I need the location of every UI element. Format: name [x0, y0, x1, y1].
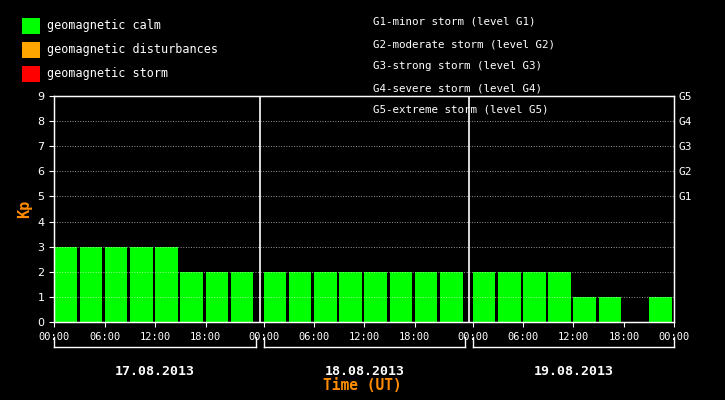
Bar [105, 247, 128, 322]
Bar [231, 272, 254, 322]
Text: G3-strong storm (level G3): G3-strong storm (level G3) [373, 61, 542, 71]
Bar [80, 247, 102, 322]
Text: G2-moderate storm (level G2): G2-moderate storm (level G2) [373, 39, 555, 49]
Bar [523, 272, 546, 322]
Bar [206, 272, 228, 322]
Bar [365, 272, 387, 322]
Text: G5-extreme storm (level G5): G5-extreme storm (level G5) [373, 105, 549, 115]
Bar [155, 247, 178, 322]
Bar [314, 272, 336, 322]
Text: 18.08.2013: 18.08.2013 [324, 365, 405, 378]
Text: geomagnetic storm: geomagnetic storm [47, 68, 168, 80]
Text: 17.08.2013: 17.08.2013 [115, 365, 195, 378]
Text: geomagnetic calm: geomagnetic calm [47, 20, 161, 32]
Bar [130, 247, 153, 322]
Text: geomagnetic disturbances: geomagnetic disturbances [47, 44, 218, 56]
Bar [54, 247, 77, 322]
Bar [415, 272, 437, 322]
Bar [548, 272, 571, 322]
Bar [573, 297, 596, 322]
Bar [181, 272, 203, 322]
Bar [473, 272, 495, 322]
Bar [498, 272, 521, 322]
Bar [440, 272, 463, 322]
Bar [389, 272, 413, 322]
Text: G4-severe storm (level G4): G4-severe storm (level G4) [373, 83, 542, 93]
Bar [649, 297, 672, 322]
Text: G1-minor storm (level G1): G1-minor storm (level G1) [373, 17, 536, 27]
Bar [263, 272, 286, 322]
Text: Time (UT): Time (UT) [323, 378, 402, 393]
Bar [339, 272, 362, 322]
Bar [599, 297, 621, 322]
Bar [289, 272, 312, 322]
Text: 19.08.2013: 19.08.2013 [534, 365, 613, 378]
Y-axis label: Kp: Kp [17, 200, 32, 218]
